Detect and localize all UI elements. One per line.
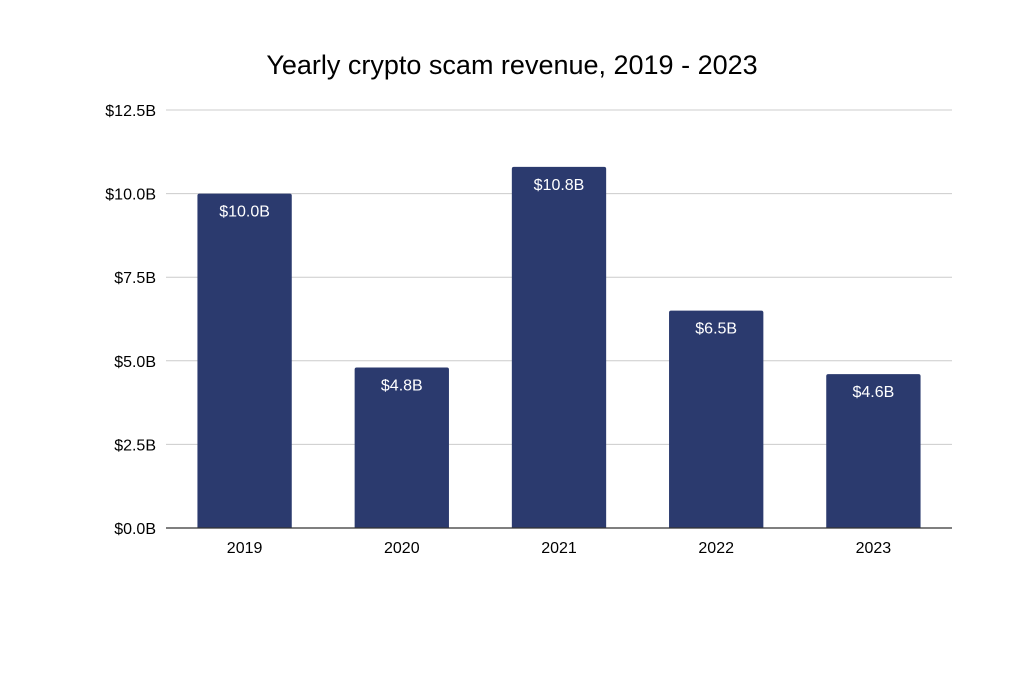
- y-tick-label: $12.5B: [105, 103, 156, 120]
- y-tick-label: $0.0B: [114, 521, 156, 538]
- bar-value-label: $4.8B: [381, 377, 423, 394]
- x-tick-label: 2022: [698, 540, 734, 557]
- bars: $10.0B $4.8B $10.8B $6.5B $4.6B: [197, 166, 921, 528]
- bar-value-label: $6.5B: [695, 321, 737, 338]
- bar-2023: [826, 374, 921, 528]
- bar-value-label: $10.0B: [219, 204, 270, 221]
- bar-2021: [511, 166, 607, 528]
- y-tick-label: $10.0B: [105, 187, 156, 204]
- x-tick-label: 2020: [384, 540, 420, 557]
- bar-2020: [354, 367, 449, 528]
- chart-title: Yearly crypto scam revenue, 2019 - 2023: [266, 50, 758, 80]
- y-tick-label: $7.5B: [114, 270, 156, 287]
- y-axis-ticks: $0.0B $2.5B $5.0B $7.5B $10.0B $12.5B: [105, 103, 156, 538]
- bar-2019: [197, 193, 292, 528]
- bar-value-label: $10.8B: [534, 177, 585, 194]
- bar-2022: [669, 310, 764, 528]
- x-tick-label: 2023: [856, 540, 892, 557]
- x-tick-label: 2021: [541, 540, 577, 557]
- y-tick-label: $2.5B: [114, 437, 156, 454]
- bar-value-label: $4.6B: [852, 384, 894, 401]
- x-tick-label: 2019: [227, 540, 263, 557]
- y-tick-label: $5.0B: [114, 354, 156, 371]
- x-axis-ticks: 2019 2020 2021 2022 2023: [227, 540, 891, 557]
